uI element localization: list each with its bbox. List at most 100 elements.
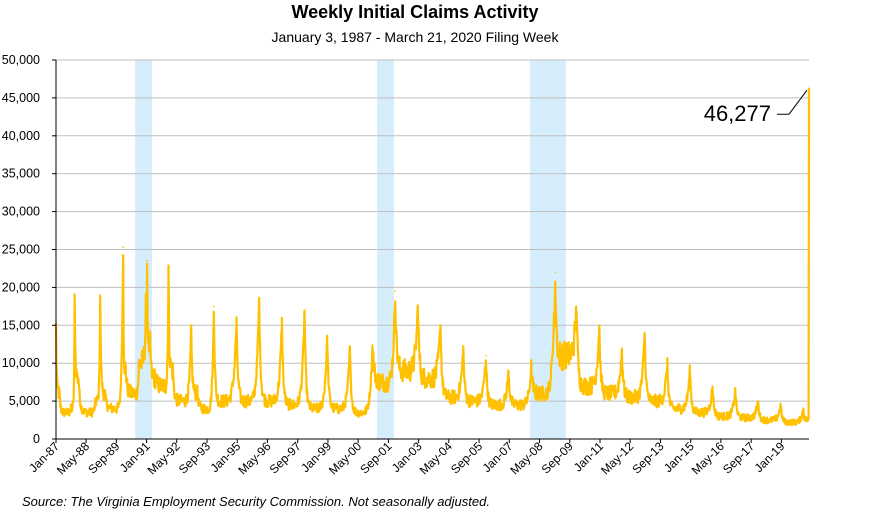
data-point-12 (125, 369, 127, 372)
series-line-weekly-claims (54, 88, 811, 427)
x-tick-label-20: Sep-13 (629, 439, 666, 476)
data-point-47 (447, 396, 450, 399)
data-point-78 (788, 421, 790, 424)
data-point-72 (720, 415, 722, 418)
data-point-82 (808, 87, 810, 90)
data-point-56 (553, 316, 555, 319)
x-tick-label-14: Sep-05 (448, 439, 485, 476)
data-point-37 (334, 407, 337, 410)
data-point-65 (643, 332, 646, 334)
data-point-66 (652, 400, 654, 402)
data-point-16 (146, 260, 148, 262)
data-point-18 (155, 377, 157, 380)
data-point-26 (213, 305, 215, 308)
x-axis-ticks: Jan-87May-88Sep-89Jan-91May-92Sep-93Jan-… (26, 439, 787, 477)
y-tick-label-9: 45,000 (2, 91, 40, 105)
data-point-3 (70, 407, 72, 410)
data-point-22 (179, 400, 182, 402)
data-point-42 (394, 290, 397, 292)
y-tick-label-5: 25,000 (2, 243, 40, 257)
data-point-71 (711, 385, 714, 387)
y-tick-label-10: 50,000 (2, 53, 40, 67)
data-point-80 (807, 419, 809, 421)
x-tick-label-1: May-88 (54, 439, 92, 477)
data-point-7 (94, 400, 97, 402)
data-point-35 (311, 407, 314, 410)
data-point-5 (77, 377, 80, 380)
data-point-21 (172, 369, 174, 372)
data-point-9 (104, 392, 106, 395)
data-point-34 (303, 309, 306, 311)
data-point-19 (162, 385, 165, 387)
data-point-44 (417, 305, 419, 308)
x-tick-label-7: May-96 (235, 439, 273, 477)
y-tick-label-3: 15,000 (2, 318, 40, 332)
data-point-61 (598, 324, 601, 327)
data-point-59 (575, 305, 578, 308)
data-point-11 (122, 246, 124, 249)
data-point-64 (629, 396, 631, 399)
data-point-6 (87, 411, 89, 414)
data-point-32 (281, 320, 283, 323)
data-point-73 (734, 388, 737, 391)
annotation-leader-line (777, 89, 808, 115)
x-tick-label-13: May-04 (417, 439, 455, 477)
y-tick-label-0: 0 (33, 432, 40, 446)
x-tick-label-4: May-92 (145, 439, 183, 477)
x-tick-label-19: May-12 (598, 439, 636, 477)
data-point-4 (73, 297, 76, 300)
y-tick-label-4: 20,000 (2, 280, 40, 294)
data-point-81 (807, 417, 810, 420)
data-point-20 (167, 267, 170, 270)
data-point-75 (757, 400, 759, 402)
data-point-30 (258, 297, 260, 300)
x-tick-label-10: May-00 (326, 439, 364, 477)
data-point-49 (470, 400, 473, 402)
x-tick-label-16: May-08 (507, 439, 545, 477)
x-tick-label-2: Sep-89 (85, 439, 122, 476)
data-point-29 (243, 400, 246, 402)
data-point-23 (190, 332, 192, 334)
data-point-31 (266, 400, 269, 402)
data-point-36 (326, 335, 328, 338)
gridlines (56, 59, 809, 402)
y-tick-label-2: 10,000 (2, 356, 40, 370)
data-point-51 (493, 404, 495, 406)
data-point-54 (530, 366, 533, 368)
data-point-13 (132, 392, 135, 395)
annotation-peak-value: 46,277 (704, 101, 771, 126)
data-point-24 (196, 392, 199, 395)
chart-subtitle: January 3, 1987 - March 21, 2020 Filing … (271, 29, 559, 45)
data-point-27 (219, 400, 221, 402)
data-point-57 (554, 271, 557, 274)
y-tick-label-6: 30,000 (2, 205, 40, 219)
data-point-50 (485, 354, 487, 357)
data-point-10 (113, 407, 116, 410)
data-point-74 (742, 416, 745, 419)
x-tick-label-23: Sep-17 (720, 439, 757, 476)
data-point-63 (621, 347, 623, 349)
data-point-14 (138, 362, 140, 365)
x-tick-label-5: Sep-93 (176, 439, 213, 476)
data-point-52 (507, 369, 510, 372)
data-point-48 (462, 347, 465, 349)
data-point-69 (689, 367, 691, 370)
x-tick-label-22: May-16 (689, 439, 727, 477)
chart-source-note: Source: The Virginia Employment Security… (22, 494, 490, 509)
data-point-40 (371, 343, 374, 346)
y-axis-ticks: 0 5,000 10,000 15,000 20,000 25,000 30,000 35,0… (2, 53, 56, 446)
data-point-76 (765, 419, 767, 421)
data-point-15 (145, 313, 147, 315)
x-tick-label-24: Jan-19 (752, 439, 788, 475)
x-tick-label-8: Sep-97 (267, 439, 304, 476)
data-point-38 (349, 347, 351, 349)
y-tick-label-1: 5,000 (9, 394, 40, 408)
x-tick-label-17: Sep-09 (539, 439, 576, 476)
data-point-55 (538, 392, 541, 395)
data-point-45 (425, 377, 427, 380)
y-tick-label-7: 35,000 (2, 167, 40, 181)
data-point-62 (606, 392, 609, 395)
data-point-2 (64, 411, 67, 414)
data-point-53 (515, 404, 518, 406)
